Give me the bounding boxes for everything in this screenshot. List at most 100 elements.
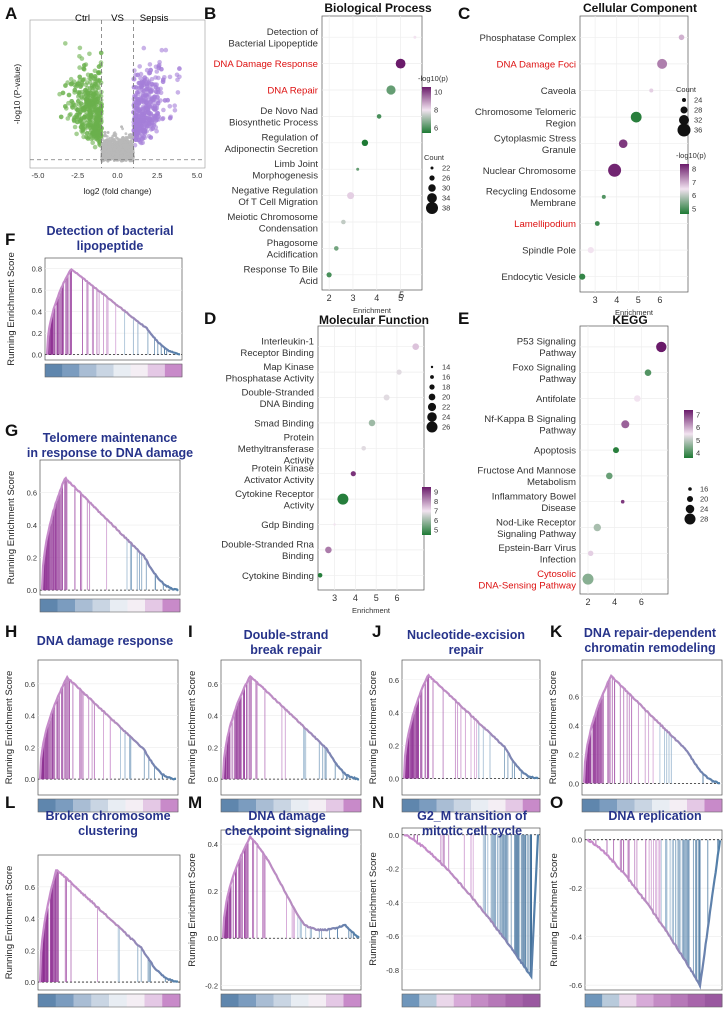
ranked-list-segment: [471, 994, 489, 1007]
volcano-point-down: [77, 74, 82, 80]
y-tick-label: 0.4: [27, 521, 37, 530]
volcano-point-ns: [125, 152, 129, 156]
size-legend-dot: [428, 184, 436, 192]
plot-frame: [321, 15, 423, 291]
volcano-point-up: [175, 90, 181, 95]
size-legend-dot: [679, 115, 689, 125]
term-label: Cytoplasmic Stress: [494, 133, 576, 144]
ranked-list-segment: [110, 599, 128, 612]
term-label: Cytosolic: [537, 569, 576, 580]
volcano-point-down: [91, 91, 96, 97]
size-legend-value: 32: [694, 116, 702, 125]
term-dot: [621, 420, 630, 429]
term-label: Disease: [541, 503, 576, 514]
y-tick-label: 0.6: [389, 676, 399, 685]
term-label: De Novo Nad: [260, 106, 318, 117]
color-legend-bar: [422, 487, 431, 535]
gsea-title: DNA damage: [248, 809, 325, 823]
volcano-point-ns: [115, 150, 119, 154]
volcano-point-down: [97, 78, 102, 83]
y-axis-label: Running Enrichment Score: [548, 671, 559, 785]
volcano-point-up: [138, 112, 144, 118]
size-legend-value: 26: [442, 174, 450, 183]
volcano-point-up: [148, 88, 153, 93]
volcano-point-ns: [112, 145, 116, 148]
ranked-list-segment: [419, 799, 437, 812]
term-label: DNA-Sensing Pathway: [478, 580, 576, 591]
volcano-point-up: [167, 74, 173, 80]
term-label: Fructose And Mannose: [477, 466, 576, 477]
volcano-point-up: [155, 94, 160, 100]
volcano-point-up: [163, 47, 169, 53]
ranked-list-segment: [471, 799, 489, 812]
term-label: Membrane: [530, 198, 576, 209]
volcano-point-down: [81, 134, 86, 140]
y-tick-label: 0.4: [569, 721, 579, 730]
term-dot: [412, 343, 420, 351]
size-legend-dot: [686, 495, 694, 503]
term-label: Protein Kinase: [252, 463, 314, 474]
term-label: Map Kinase: [263, 362, 314, 373]
volcano-point-up: [146, 119, 151, 125]
ranked-list-segment: [40, 599, 58, 612]
ranked-list-segment: [238, 994, 257, 1007]
term-label: Activity: [284, 500, 315, 511]
x-tick-label: 4: [614, 295, 619, 305]
volcano-point-ns: [120, 141, 124, 144]
volcano-x-tick: 5.0: [192, 171, 202, 180]
ranked-list-segment: [291, 994, 309, 1007]
size-legend-value: 20: [700, 495, 708, 504]
volcano-point-ns: [101, 150, 105, 154]
volcano-point-down: [87, 101, 92, 106]
x-tick-label: 2: [585, 597, 590, 607]
volcano-point-ns: [116, 144, 119, 148]
panel-letter-f: F: [5, 230, 15, 249]
volcano-point-down: [65, 80, 70, 85]
volcano-point-up: [153, 89, 159, 95]
term-label: Activator Activity: [244, 475, 314, 486]
x-axis-label: Enrichment: [615, 308, 654, 317]
volcano-point-up: [148, 135, 154, 140]
panel-letter-b: B: [204, 4, 216, 23]
ranked-list-segment: [636, 994, 654, 1007]
size-legend-value: 28: [694, 106, 702, 115]
y-tick-label: 0.6: [569, 692, 579, 701]
gsea-o: [584, 829, 723, 1008]
volcano-point-ns: [119, 138, 122, 142]
term-dot: [361, 139, 369, 146]
ranked-list-segment: [96, 364, 114, 377]
volcano-point-up: [172, 108, 178, 113]
term-label: DNA Binding: [260, 399, 314, 410]
term-dot: [630, 111, 642, 123]
y-tick-label: 0.4: [32, 308, 42, 317]
ranked-list-segment: [164, 364, 183, 377]
term-dot: [606, 472, 613, 480]
volcano-point-up: [160, 79, 166, 85]
y-tick-label: 0.0: [32, 351, 42, 360]
volcano-point-ns: [105, 146, 108, 150]
hit-lines: [223, 839, 358, 939]
size-legend-value: 38: [442, 204, 450, 213]
ranked-list-segment: [453, 799, 472, 812]
term-dot: [317, 573, 323, 578]
color-legend-tick: 8: [692, 165, 696, 174]
y-tick-label: 0.6: [208, 680, 218, 689]
panel-letter-d: D: [204, 309, 216, 328]
volcano-point-up: [140, 99, 145, 104]
gsea-title: break repair: [250, 643, 322, 657]
term-label: DNA Damage Response: [213, 59, 318, 70]
volcano-point-ns: [103, 134, 107, 137]
ranked-list-segment: [522, 994, 541, 1007]
ranked-list-frame: [220, 993, 362, 1008]
volcano-point-ns: [126, 146, 130, 150]
y-tick-label: -0.2: [386, 865, 399, 874]
volcano-point-ns: [124, 132, 128, 136]
volcano-xlabel: log2 (fold change): [83, 186, 151, 196]
volcano-point-up: [137, 64, 142, 69]
term-dot: [608, 163, 622, 177]
y-tick-label: 0.6: [32, 286, 42, 295]
volcano-point-down: [77, 65, 82, 70]
ranked-list-segment: [62, 364, 80, 377]
ranked-list-segment: [45, 364, 63, 377]
term-dot: [341, 219, 346, 225]
